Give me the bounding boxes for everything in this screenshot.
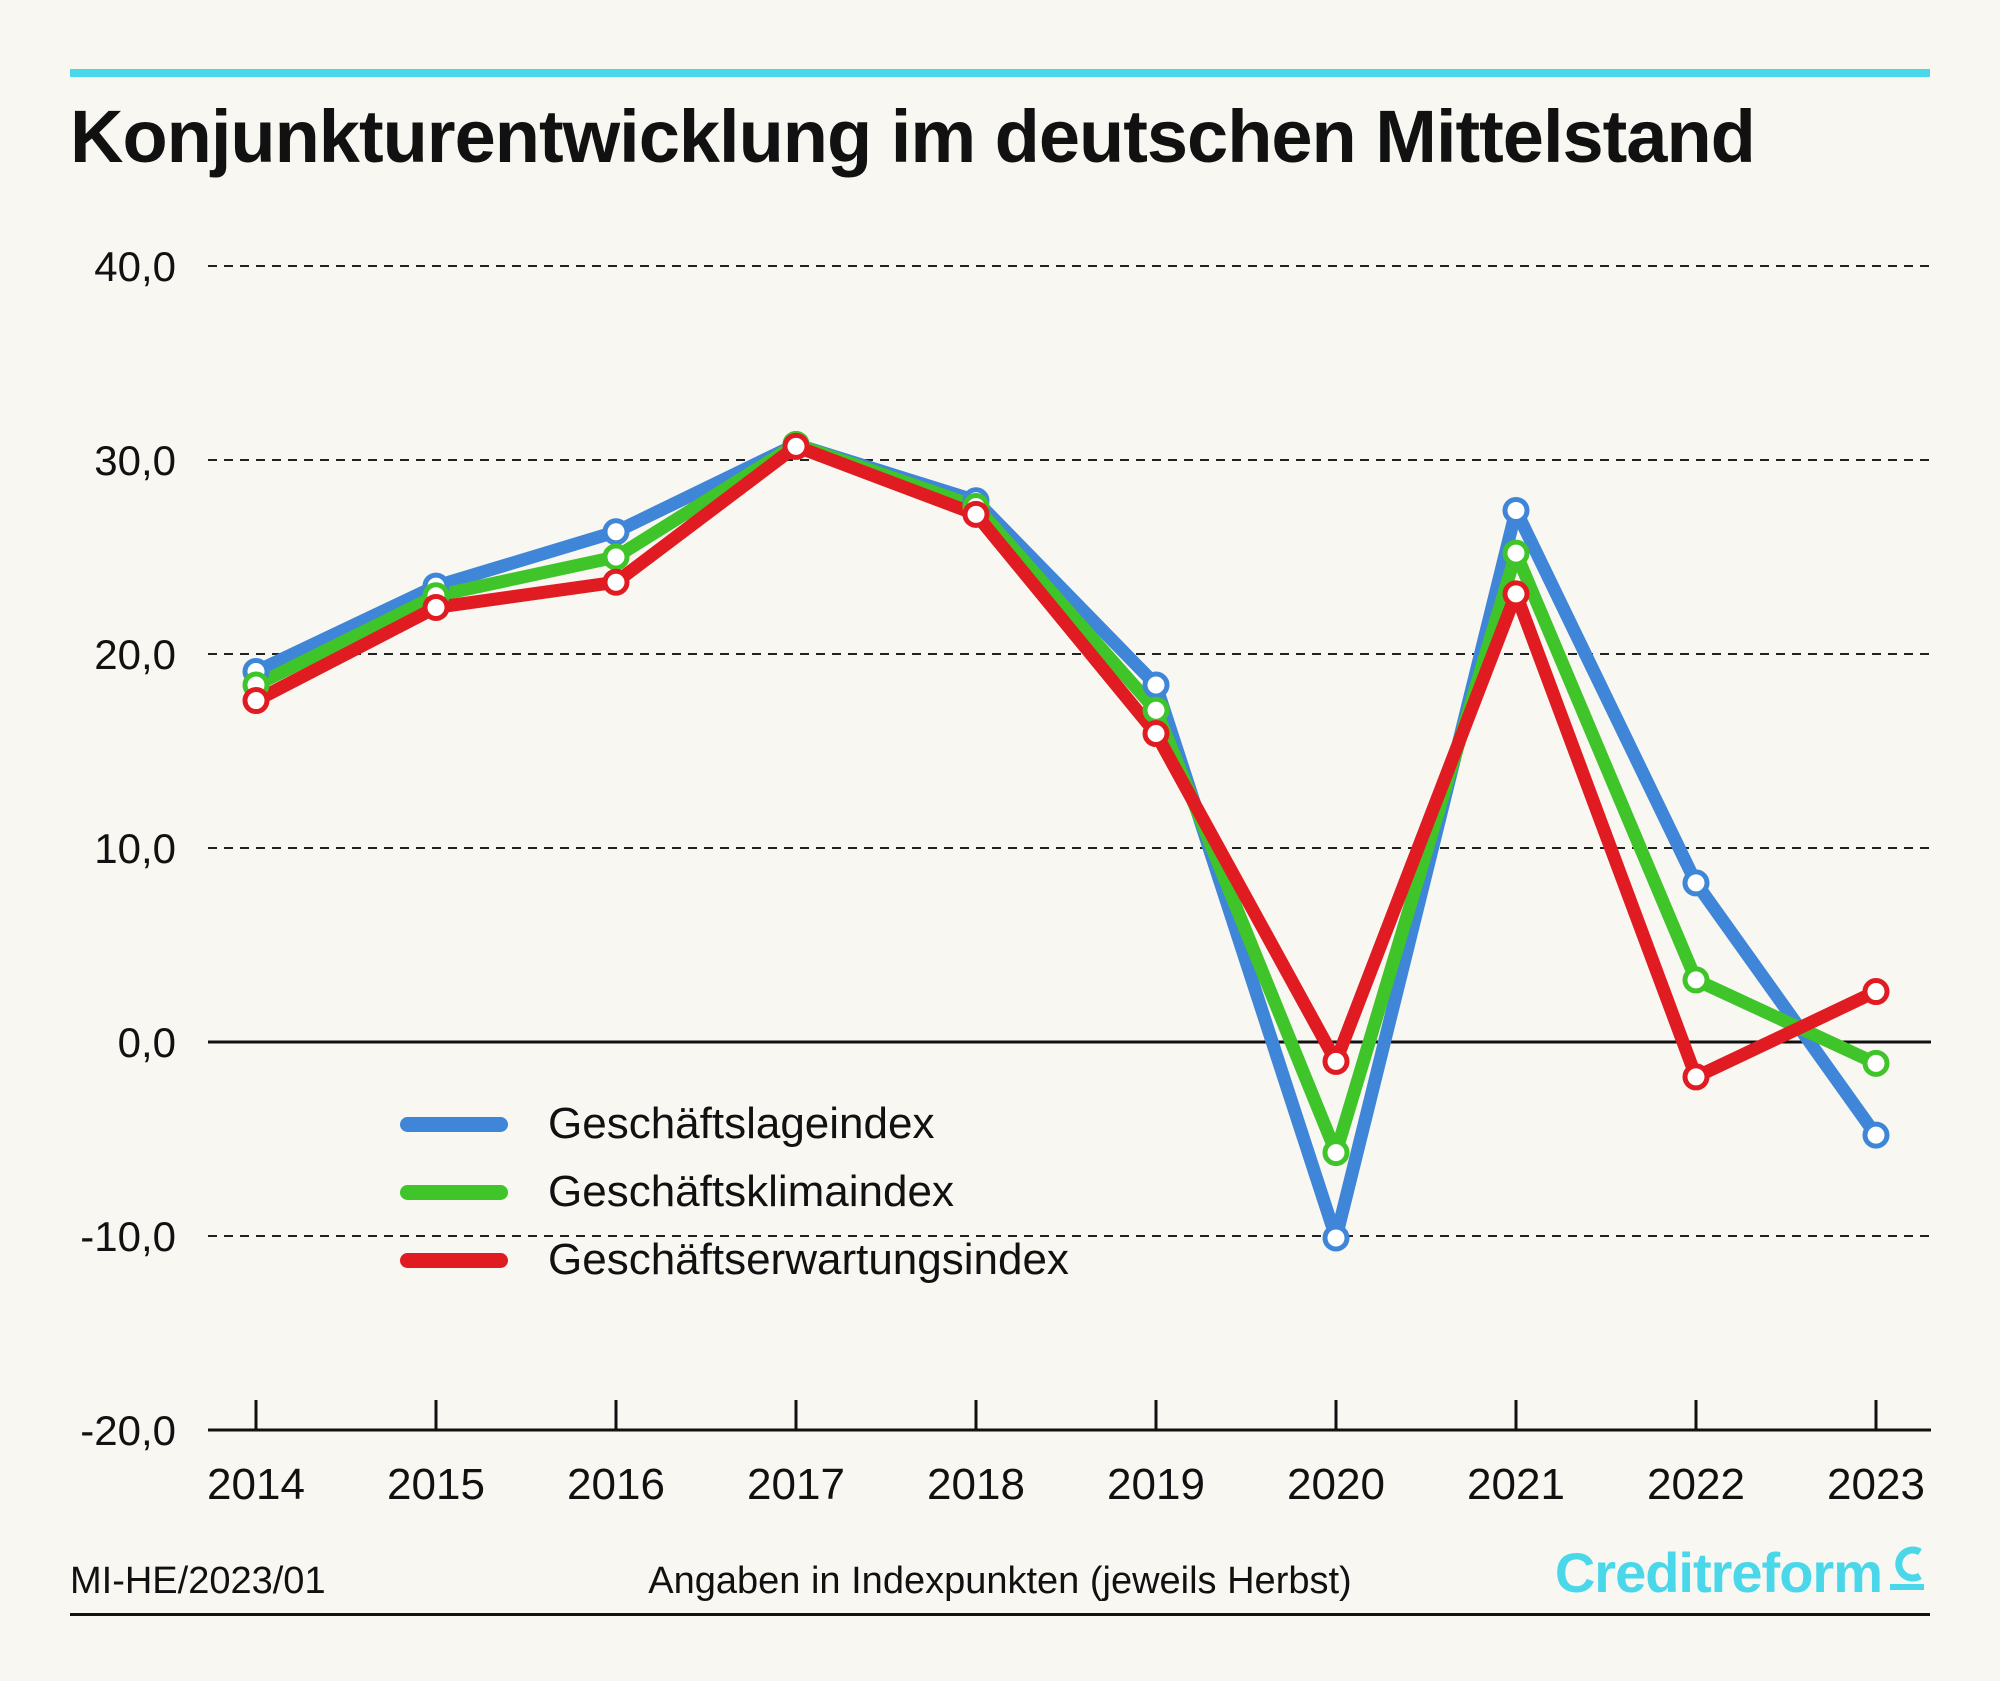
legend-item-klima: Geschäftsklimaindex [400, 1158, 1069, 1226]
data-point [1682, 966, 1710, 994]
data-point [242, 687, 270, 715]
x-tick-label: 2022 [1647, 1460, 1745, 1509]
data-point [1322, 1224, 1350, 1252]
series-line-1 [249, 437, 1883, 1160]
y-tick-label: 30,0 [94, 437, 176, 484]
x-tick-label: 2018 [927, 1460, 1025, 1509]
series-line-2 [249, 439, 1883, 1084]
data-point [1862, 978, 1890, 1006]
legend-item-erwartung: Geschäftserwartungsindex [400, 1226, 1069, 1294]
data-point [1142, 696, 1170, 724]
y-axis-ticks: 40,0 30,0 20,0 10,0 0,0 -10,0 -20,0 [80, 243, 176, 1454]
data-point [782, 432, 810, 460]
legend-item-lage: Geschäftslageindex [400, 1090, 1069, 1158]
series-points [242, 430, 1890, 1252]
data-point [602, 518, 630, 546]
legend-label-klima: Geschäftsklimaindex [548, 1167, 954, 1216]
brand-name: Creditreform [1554, 1541, 1883, 1604]
data-point [1682, 869, 1710, 897]
grid-lines [208, 265, 1931, 1237]
data-point [1322, 1139, 1350, 1167]
data-point [602, 543, 630, 571]
x-tick-label: 2023 [1827, 1460, 1925, 1509]
brand-logo: Creditreform [1555, 1540, 1928, 1605]
series-line-0 [249, 437, 1883, 1245]
unit-note: Angaben in Indexpunkten (jeweils Herbst) [648, 1560, 1352, 1602]
legend-swatch-lage [400, 1116, 508, 1132]
x-tick-label: 2016 [567, 1460, 665, 1509]
chart-title: Konjunkturentwicklung im deutschen Mitte… [70, 95, 1756, 178]
data-point [1142, 671, 1170, 699]
data-point [1322, 1047, 1350, 1075]
x-tick-label: 2014 [207, 1460, 305, 1509]
series-lines [249, 437, 1883, 1245]
data-point [602, 568, 630, 596]
data-point [1142, 720, 1170, 748]
y-tick-label: -20,0 [80, 1407, 176, 1454]
legend: Geschäftslageindex Geschäftsklimaindex G… [400, 1090, 1069, 1294]
data-point [1862, 1049, 1890, 1077]
data-point [962, 500, 990, 528]
data-point [1502, 539, 1530, 567]
data-point [1682, 1063, 1710, 1091]
x-tick-label: 2015 [387, 1460, 485, 1509]
x-axis: 2014 2015 2016 2017 2018 2019 2020 2021 2022 2023 [207, 1400, 1931, 1509]
x-tick-label: 2017 [747, 1460, 845, 1509]
figure-code: MI-HE/2023/01 [70, 1560, 326, 1602]
y-tick-label: 20,0 [94, 631, 176, 678]
y-tick-label: 40,0 [94, 243, 176, 290]
data-point [1502, 580, 1530, 608]
brand-mark-icon [1890, 1546, 1924, 1590]
legend-swatch-klima [400, 1184, 508, 1200]
y-tick-label: 0,0 [118, 1019, 176, 1066]
bottom-rule [70, 1613, 1930, 1616]
legend-swatch-erwartung [400, 1252, 508, 1268]
data-point [422, 593, 450, 621]
y-tick-label: -10,0 [80, 1213, 176, 1260]
legend-label-lage: Geschäftslageindex [548, 1099, 935, 1148]
legend-label-erwartung: Geschäftserwartungsindex [548, 1235, 1069, 1284]
y-tick-label: 10,0 [94, 825, 176, 872]
data-point [1862, 1121, 1890, 1149]
x-tick-label: 2020 [1287, 1460, 1385, 1509]
data-point [1502, 496, 1530, 524]
x-tick-label: 2021 [1467, 1460, 1565, 1509]
top-accent-rule [70, 69, 1930, 77]
x-tick-label: 2019 [1107, 1460, 1205, 1509]
